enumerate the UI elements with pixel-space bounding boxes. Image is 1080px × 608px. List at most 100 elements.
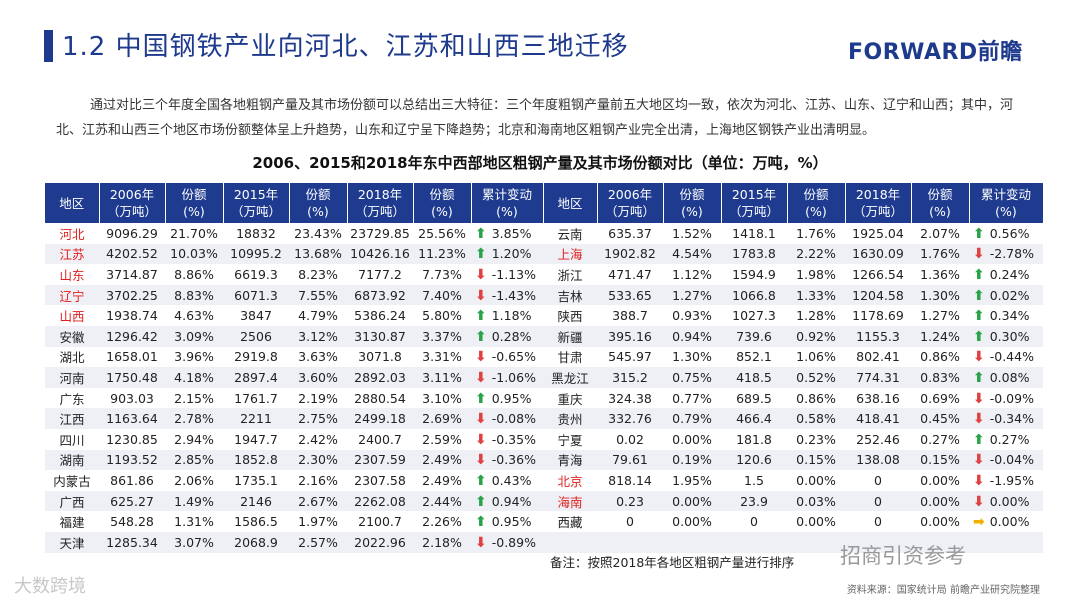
arrow-right-icon: ➡ — [973, 514, 985, 531]
value-cell: 3.09% — [165, 325, 223, 347]
region-cell: 四川 — [45, 428, 99, 450]
value-cell: 1418.1 — [721, 223, 787, 244]
value-cell: 0.03% — [787, 490, 845, 512]
region-cell: 云南 — [543, 223, 597, 244]
title-accent-bar — [44, 30, 53, 62]
value-cell: 324.38 — [597, 387, 663, 409]
value-cell: 466.4 — [721, 408, 787, 429]
value-cell: 3.60% — [289, 367, 347, 388]
change-value: -1.06% — [491, 369, 536, 385]
value-cell: 1178.69 — [845, 305, 911, 326]
change-value: 1.20% — [491, 246, 532, 262]
value-cell: 1783.8 — [721, 243, 787, 265]
value-cell: 315.2 — [597, 367, 663, 388]
value-cell: 1296.42 — [99, 325, 165, 347]
region-cell: 海南 — [543, 490, 597, 512]
value-cell: 0.75% — [663, 367, 721, 388]
arrow-up-icon: ⬆ — [973, 308, 985, 325]
value-cell: 2.69% — [413, 408, 471, 429]
value-cell: 1.76% — [911, 243, 969, 265]
arrow-up-icon: ⬆ — [475, 246, 487, 263]
change-value: 0.95% — [491, 514, 532, 530]
change-value: -1.95% — [989, 472, 1034, 488]
value-cell: 2499.18 — [347, 408, 413, 429]
value-cell: 0.79% — [663, 408, 721, 429]
arrow-up-icon: ⬆ — [973, 225, 985, 242]
region-cell: 安徽 — [45, 325, 99, 347]
arrow-down-icon: ⬇ — [475, 266, 487, 283]
value-cell: 1925.04 — [845, 223, 911, 244]
change-cell: ⬇ -1.95% — [969, 470, 1043, 491]
change-cell: ⬆ 1.18% — [471, 305, 543, 326]
table-row: 湖北 1658.01 3.96% 2919.8 3.63% 3071.8 3.31% ⬇ -0.… — [45, 346, 1043, 368]
arrow-up-icon: ⬆ — [475, 472, 487, 489]
change-cell: ⬆ 0.95% — [471, 511, 543, 532]
value-cell: 548.28 — [99, 511, 165, 532]
arrow-down-icon: ⬇ — [973, 349, 985, 366]
change-value: 0.30% — [989, 328, 1030, 344]
value-cell: 739.6 — [721, 325, 787, 347]
value-cell: 0 — [845, 511, 911, 532]
value-cell: 3.31% — [413, 346, 471, 368]
value-cell: 625.27 — [99, 490, 165, 512]
value-cell: 2.49% — [413, 449, 471, 471]
table-row: 天津 1285.34 3.07% 2068.9 2.57% 2022.96 2.18% ⬇ -0… — [45, 531, 1043, 553]
value-cell: 0 — [845, 490, 911, 512]
value-cell: 2.67% — [289, 490, 347, 512]
table-row: 广东 903.03 2.15% 1761.7 2.19% 2880.54 3.10% ⬆ 0.9… — [45, 387, 1043, 409]
value-cell: 1852.8 — [223, 449, 289, 471]
change-value: 0.28% — [491, 328, 532, 344]
value-cell: 2.75% — [289, 408, 347, 429]
value-cell: 0.00% — [911, 470, 969, 491]
value-cell: 2919.8 — [223, 346, 289, 368]
region-cell: 江西 — [45, 408, 99, 429]
region-cell: 广西 — [45, 490, 99, 512]
column-header: 地区 — [543, 183, 598, 223]
value-cell: 2068.9 — [223, 531, 289, 553]
value-cell: 2.19% — [289, 387, 347, 409]
value-cell: 1.30% — [911, 284, 969, 306]
change-cell: ⬆ 0.56% — [969, 223, 1043, 244]
column-header: 2006年 （万吨） — [597, 183, 664, 223]
table-row: 江西 1163.64 2.78% 2211 2.75% 2499.18 2.69% ⬇ -0.0… — [45, 408, 1043, 429]
column-header: 份额 (%) — [289, 183, 348, 223]
value-cell: 21.70% — [165, 223, 223, 244]
value-cell: 0 — [721, 511, 787, 532]
change-value: -1.13% — [491, 266, 536, 282]
value-cell: 1947.7 — [223, 428, 289, 450]
intro-paragraph: 通过对比三个年度全国各地粗钢产量及其市场份额可以总结出三大特征：三个年度粗钢产量… — [56, 93, 1031, 143]
arrow-up-icon: ⬆ — [475, 514, 487, 531]
value-cell: 7.55% — [289, 284, 347, 306]
value-cell: 4.18% — [165, 367, 223, 388]
value-cell: 7.40% — [413, 284, 471, 306]
arrow-up-icon: ⬆ — [475, 225, 487, 242]
change-cell: ⬇ -0.65% — [471, 346, 543, 368]
value-cell: 689.5 — [721, 387, 787, 409]
column-header: 累计变动 (%) — [471, 183, 544, 223]
value-cell: 23.43% — [289, 223, 347, 244]
watermark-left: 大数跨境 — [14, 576, 86, 597]
value-cell: 1266.54 — [845, 264, 911, 285]
value-cell: 2211 — [223, 408, 289, 429]
change-cell: ⬇ 0.00% — [969, 490, 1043, 512]
value-cell: 3071.8 — [347, 346, 413, 368]
value-cell: 2.06% — [165, 470, 223, 491]
value-cell: 2506 — [223, 325, 289, 347]
value-cell: 0 — [845, 470, 911, 491]
value-cell: 1.30% — [663, 346, 721, 368]
value-cell: 2.07% — [911, 223, 969, 244]
arrow-down-icon: ⬇ — [475, 369, 487, 386]
value-cell: 2880.54 — [347, 387, 413, 409]
region-cell: 浙江 — [543, 264, 597, 285]
column-header: 份额 (%) — [911, 183, 970, 223]
arrow-down-icon: ⬇ — [475, 411, 487, 428]
change-value: 3.85% — [491, 225, 532, 241]
change-value: 1.18% — [491, 308, 532, 324]
change-cell: ⬇ -0.35% — [471, 428, 543, 450]
value-cell: 1630.09 — [845, 243, 911, 265]
value-cell: 545.97 — [597, 346, 663, 368]
table-row: 河南 1750.48 4.18% 2897.4 3.60% 2892.03 3.11% ⬇ -1… — [45, 367, 1043, 388]
region-cell: 天津 — [45, 531, 99, 553]
value-cell: 332.76 — [597, 408, 663, 429]
value-cell: 5.80% — [413, 305, 471, 326]
